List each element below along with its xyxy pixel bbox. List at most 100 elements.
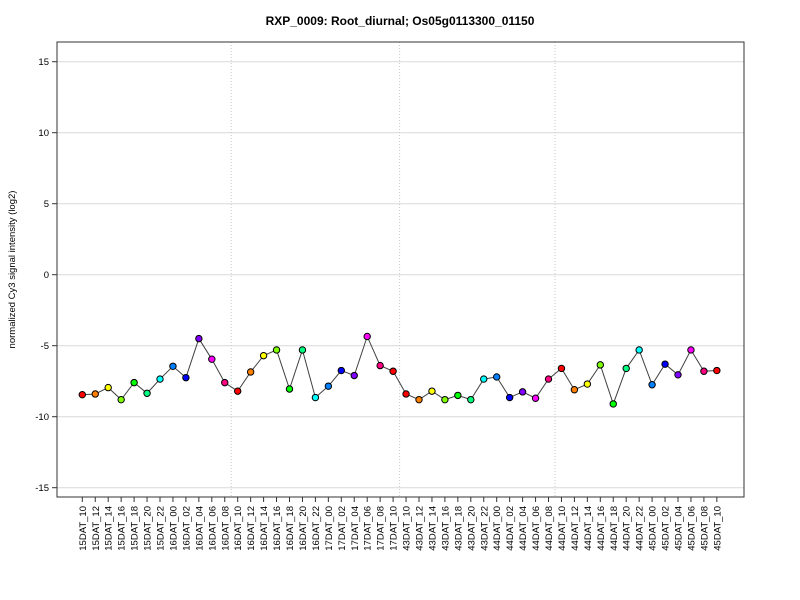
x-tick-label: 44DAT_04 xyxy=(518,506,529,551)
data-point xyxy=(350,371,358,380)
x-tick-label: 16DAT_04 xyxy=(194,506,205,551)
x-tick-label: 16DAT_14 xyxy=(259,506,270,551)
x-tick-label: 16DAT_12 xyxy=(246,506,257,551)
data-point xyxy=(557,364,566,373)
x-tick-label: 45DAT_00 xyxy=(648,506,659,551)
x-tick-label: 16DAT_08 xyxy=(220,506,231,551)
data-point xyxy=(700,367,708,375)
y-axis-title: normalized Cy3 signal intensity (log2) xyxy=(7,191,18,349)
y-tick-label: 5 xyxy=(44,199,49,210)
plot-border xyxy=(56,41,745,498)
x-tick-label: 43DAT_14 xyxy=(427,506,438,551)
data-point xyxy=(402,390,410,398)
x-tick-label: 16DAT_06 xyxy=(207,506,218,551)
data-point xyxy=(635,346,643,354)
data-point xyxy=(544,375,553,383)
x-tick-label: 17DAT_10 xyxy=(389,506,400,551)
data-point xyxy=(583,380,592,388)
data-point xyxy=(376,361,384,370)
y-tick-label: -10 xyxy=(35,412,49,423)
data-point xyxy=(480,375,488,383)
data-point xyxy=(609,400,617,408)
data-point xyxy=(285,385,294,393)
data-point xyxy=(221,378,229,387)
x-tick-label: 43DAT_20 xyxy=(466,506,477,551)
x-tick-label: 44DAT_08 xyxy=(544,506,555,551)
data-point xyxy=(272,346,281,354)
data-point xyxy=(648,381,656,389)
x-tick-label: 17DAT_02 xyxy=(337,506,348,551)
x-tick-label: 44DAT_10 xyxy=(557,506,568,551)
data-point xyxy=(246,368,255,376)
x-tick-label: 45DAT_10 xyxy=(712,506,723,551)
x-tick-label: 15DAT_12 xyxy=(91,506,102,551)
x-tick-label: 16DAT_22 xyxy=(311,506,322,551)
data-point xyxy=(531,394,540,402)
y-tick-label: -15 xyxy=(35,483,49,494)
x-tick-label: 17DAT_08 xyxy=(376,506,387,551)
y-tick-label: -5 xyxy=(41,341,49,352)
x-tick-label: 44DAT_02 xyxy=(505,506,516,551)
data-point xyxy=(596,361,604,369)
x-tick-label: 43DAT_16 xyxy=(440,506,451,551)
data-point xyxy=(156,375,164,383)
data-point xyxy=(234,387,242,395)
x-tick-label: 44DAT_16 xyxy=(596,506,607,551)
x-tick-label: 16DAT_18 xyxy=(285,506,296,551)
data-point xyxy=(518,388,527,396)
data-point xyxy=(570,386,579,394)
x-tick-label: 15DAT_16 xyxy=(117,506,128,551)
data-point xyxy=(428,387,436,395)
data-point xyxy=(195,334,203,343)
data-point xyxy=(324,382,333,390)
data-point xyxy=(104,383,112,392)
x-tick-label: 43DAT_12 xyxy=(415,506,426,551)
data-point xyxy=(505,393,514,402)
x-tick-label: 17DAT_06 xyxy=(363,506,374,551)
data-point xyxy=(298,346,307,354)
x-tick-label: 15DAT_18 xyxy=(130,506,141,551)
x-tick-label: 44DAT_00 xyxy=(492,506,503,551)
data-point xyxy=(441,395,449,404)
x-tick-label: 45DAT_06 xyxy=(686,506,697,551)
data-point xyxy=(78,390,87,399)
data-point xyxy=(337,366,345,375)
y-tick-label: 0 xyxy=(44,270,49,281)
x-tick-label: 15DAT_14 xyxy=(104,506,115,551)
x-tick-label: 15DAT_22 xyxy=(156,506,167,551)
chart-title: RXP_0009: Root_diurnal; Os05g0113300_011… xyxy=(266,14,535,28)
x-tick-label: 44DAT_22 xyxy=(635,506,646,551)
data-point xyxy=(493,373,501,381)
data-point xyxy=(454,391,462,400)
data-point xyxy=(661,360,669,368)
x-tick-label: 17DAT_04 xyxy=(350,506,361,551)
data-point xyxy=(389,367,397,375)
x-tick-label: 45DAT_08 xyxy=(699,506,710,551)
data-point xyxy=(467,395,475,404)
data-point xyxy=(622,364,630,373)
data-point xyxy=(363,332,371,341)
x-tick-label: 44DAT_18 xyxy=(609,506,620,551)
data-point xyxy=(169,362,177,370)
x-tick-label: 44DAT_06 xyxy=(531,506,542,551)
x-tick-label: 15DAT_10 xyxy=(78,506,89,551)
x-tick-label: 44DAT_12 xyxy=(570,506,581,551)
data-point xyxy=(687,346,695,354)
x-tick-label: 16DAT_20 xyxy=(298,506,309,551)
x-tick-label: 16DAT_02 xyxy=(181,506,192,551)
data-point xyxy=(130,378,138,387)
x-tick-label: 44DAT_14 xyxy=(583,506,594,551)
data-point xyxy=(674,371,682,379)
x-tick-label: 45DAT_04 xyxy=(674,506,685,551)
x-tick-label: 17DAT_00 xyxy=(324,506,335,551)
x-tick-label: 44DAT_20 xyxy=(622,506,633,551)
data-point xyxy=(415,395,423,404)
y-tick-label: 15 xyxy=(38,57,49,68)
data-point xyxy=(259,351,268,360)
x-tick-label: 15DAT_20 xyxy=(143,506,154,551)
data-point xyxy=(713,366,721,375)
data-point xyxy=(311,393,320,402)
